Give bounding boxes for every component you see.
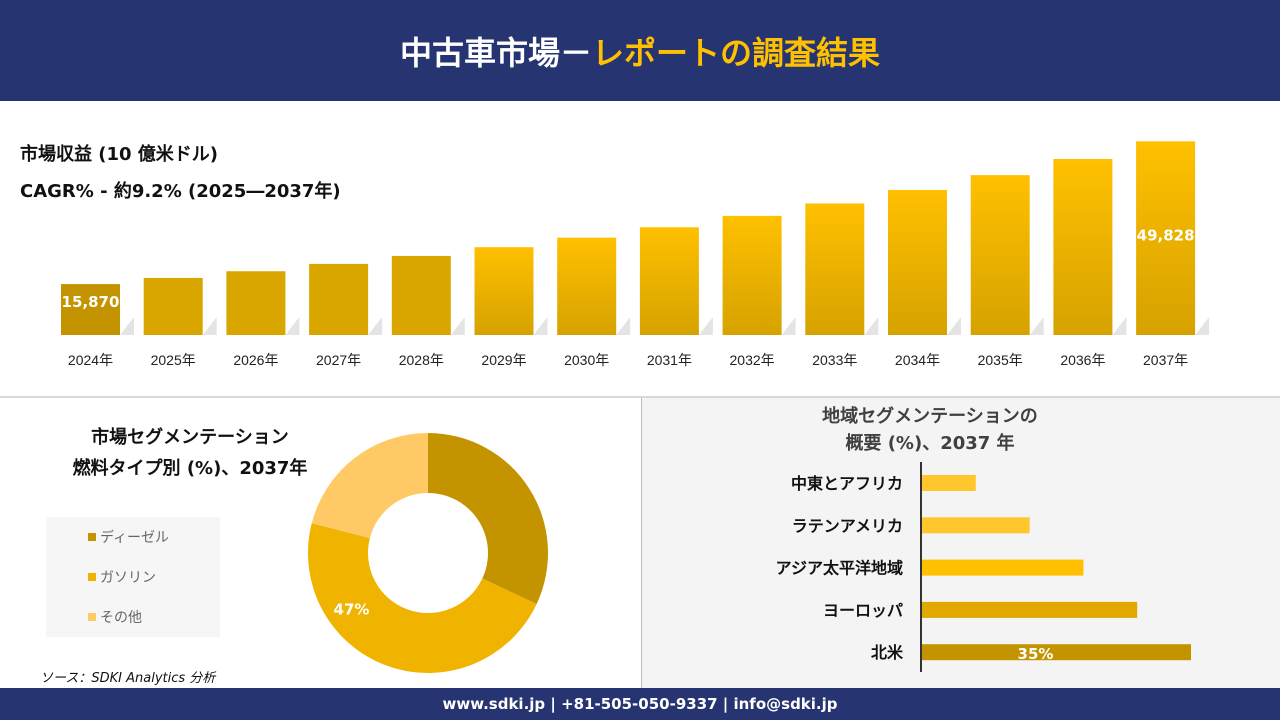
legend-item-gasoline: ガソリン: [88, 567, 156, 587]
region-bar: [922, 475, 976, 491]
header-banner: 中古車市場－ レポートの調査結果: [0, 0, 1280, 101]
x-tick-label: 2030年: [564, 352, 609, 368]
title-accent: レポートの調査結果: [592, 33, 881, 72]
region-bar: [922, 601, 1138, 618]
bar-shadow: [616, 317, 631, 335]
revenue-bar: [143, 277, 203, 335]
x-tick-label: 2034年: [895, 352, 940, 368]
legend-label: ガソリン: [100, 570, 156, 586]
x-tick-label: 2025年: [151, 352, 196, 368]
title-main: 中古車市場－: [399, 33, 592, 72]
bar-shadow: [202, 317, 217, 335]
region-label: 北米: [871, 643, 904, 662]
donut-slice: [428, 433, 548, 605]
x-tick-label: 2031年: [647, 352, 692, 368]
section-divider: [0, 396, 1280, 398]
legend-label: ディーゼル: [100, 530, 170, 546]
fuel-legend: ディーゼル ガソリン その他: [46, 517, 220, 637]
bar-shadow: [781, 317, 796, 335]
x-tick-label: 2033年: [812, 352, 857, 368]
bar-shadow: [368, 317, 383, 335]
x-tick-label: 2036年: [1060, 352, 1105, 368]
x-tick-label: 2032年: [730, 352, 775, 368]
region-bar: [922, 644, 1191, 661]
region-segment-panel: [641, 398, 1280, 688]
revenue-bar: [474, 247, 534, 335]
footer-contact[interactable]: www.sdki.jp | +81-505-050-9337 | info@sd…: [442, 695, 838, 713]
bar-shadow: [1112, 317, 1127, 335]
bar-shadow: [947, 317, 961, 335]
slice-label: 47%: [334, 600, 370, 618]
revenue-chart-title: 市場収益 (10 億米ドル): [20, 144, 219, 165]
revenue-bar: [805, 203, 865, 335]
x-tick-label: 2037年: [1143, 352, 1188, 368]
fuel-title-line2: 燃料タイプ別 (%)、2037年: [72, 458, 308, 479]
cagr-subtitle: CAGR% - 約9.2% (2025―2037年): [20, 181, 341, 202]
revenue-bar: [557, 237, 617, 335]
bar-shadow: [533, 317, 548, 335]
revenue-bar: [722, 215, 782, 335]
region-label: ラテンアメリカ: [792, 516, 903, 535]
revenue-bar: [309, 263, 369, 335]
region-chart-title: 地域セグメンテーションの 概要 (%)、2037 年: [760, 403, 1100, 457]
revenue-bar: [970, 175, 1030, 335]
revenue-bar: [61, 284, 120, 335]
x-tick-label: 2035年: [978, 352, 1023, 368]
revenue-bar: [226, 271, 286, 335]
x-tick-label: 2027年: [316, 352, 361, 368]
region-title-line2: 概要 (%)、2037 年: [845, 433, 1015, 454]
x-tick-label: 2029年: [481, 352, 526, 368]
footer-bar: www.sdki.jp | +81-505-050-9337 | info@sd…: [0, 688, 1280, 720]
bar-data-label: 49,828: [1137, 226, 1195, 244]
x-tick-label: 2026年: [233, 352, 278, 368]
legend-label: その他: [100, 610, 142, 626]
x-tick-label: 2028年: [399, 352, 444, 368]
revenue-bar: [1053, 158, 1113, 335]
fuel-donut-chart: 47%: [308, 433, 548, 674]
donut-slice: [308, 523, 537, 674]
bar-shadow: [450, 317, 465, 335]
x-tick-label: 2024年: [68, 352, 113, 368]
bar-shadow: [698, 317, 713, 335]
bar-shadow: [1029, 317, 1044, 335]
bar-shadow: [864, 317, 879, 335]
legend-swatch: [88, 533, 96, 541]
legend-swatch: [88, 613, 96, 621]
source-note: ソース：SDKI Analytics 分析: [40, 671, 216, 686]
revenue-bar: [391, 255, 451, 335]
revenue-bar-chart: 2024年 15,870 2025年 2026年 2027年 2028年 2029年 2030…: [61, 141, 1210, 368]
bar-shadow: [120, 317, 134, 335]
region-bar: [922, 559, 1084, 576]
region-label: 中東とアフリカ: [791, 474, 903, 493]
region-bar: [922, 517, 1030, 534]
bar-data-label: 35%: [1018, 645, 1054, 663]
donut-slice: [311, 433, 428, 539]
revenue-bar: [888, 189, 947, 335]
fuel-chart-title: 市場セグメンテーション 燃料タイプ別 (%)、2037年: [20, 422, 360, 484]
region-label: アジア太平洋地域: [776, 559, 903, 578]
legend-swatch: [88, 573, 96, 581]
legend-item-others: その他: [88, 607, 142, 627]
region-title-line1: 地域セグメンテーションの: [822, 406, 1038, 427]
revenue-bar: [1136, 141, 1196, 335]
fuel-title-line1: 市場セグメンテーション: [91, 427, 289, 448]
revenue-bar: [639, 227, 699, 335]
bar-data-label: 15,870: [62, 293, 120, 311]
bar-shadow: [1195, 317, 1210, 335]
bar-shadow: [285, 317, 300, 335]
legend-item-diesel: ディーゼル: [88, 527, 169, 547]
region-label: ヨーロッパ: [823, 601, 903, 620]
